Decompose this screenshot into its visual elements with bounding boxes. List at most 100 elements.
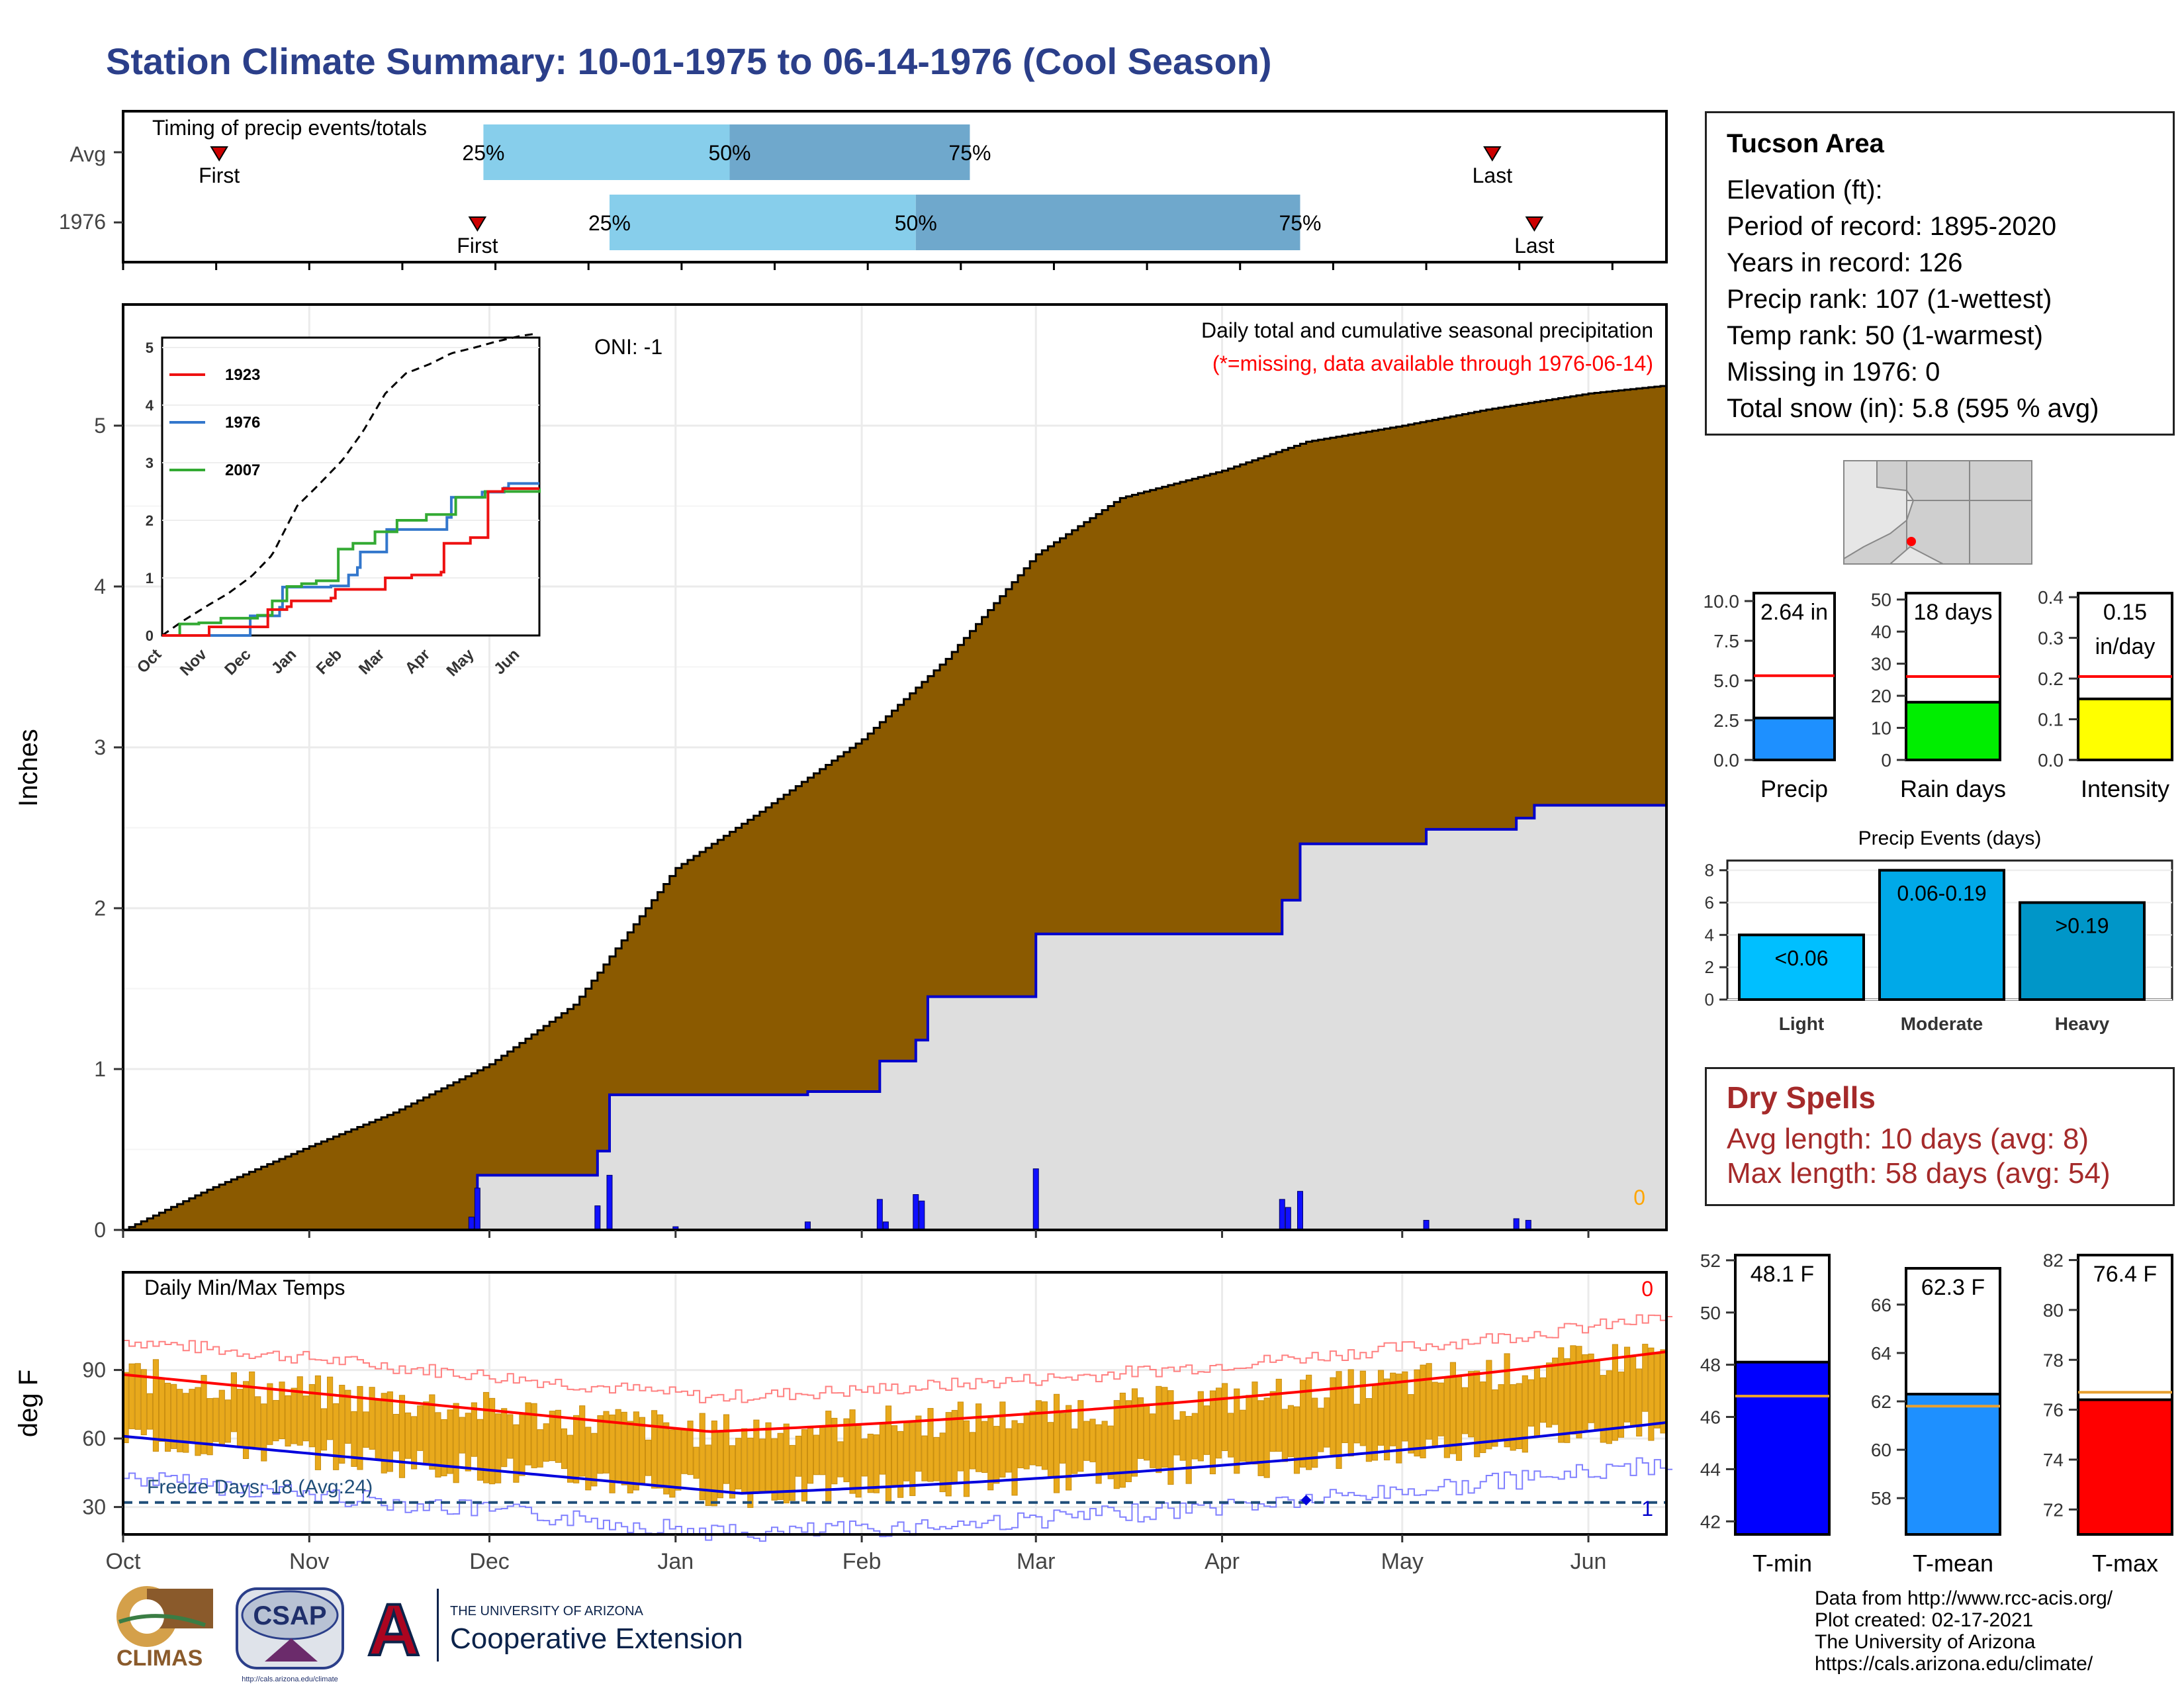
daily-temp-bar: [807, 1427, 814, 1484]
summary-ytick-label: 50: [1871, 590, 1891, 610]
daily-temp-bar: [1474, 1370, 1480, 1458]
daily-temp-bar: [404, 1412, 412, 1459]
daily-precip-bar: [1285, 1207, 1291, 1231]
daily-temp-bar: [195, 1387, 201, 1456]
daily-temp-bar: [1353, 1403, 1360, 1444]
daily-temp-bar: [291, 1387, 297, 1444]
credit-data-source: Data from http://www.rcc-acis.org/: [1815, 1587, 2113, 1609]
daily-temp-bar: [1539, 1377, 1547, 1423]
daily-temp-bar: [1047, 1422, 1054, 1478]
credits: Data from http://www.rcc-acis.org/ Plot …: [1815, 1587, 2113, 1675]
daily-temp-bar: [411, 1416, 418, 1470]
daily-precip-bar: [1423, 1219, 1430, 1231]
station-precip-rank: Precip rank: 107 (1-wettest): [1727, 285, 2052, 314]
daily-temp-bar: [693, 1446, 700, 1479]
daily-temp-bar: [651, 1410, 658, 1489]
daily-temp-bar: [933, 1436, 940, 1481]
missing-count: 0: [1633, 1186, 1645, 1209]
daily-temp-bar: [789, 1444, 796, 1501]
events-ytick-label: 6: [1705, 892, 1714, 912]
daily-temp-bar: [687, 1421, 694, 1476]
summary-value-label: 2.64 in: [1760, 600, 1828, 625]
daily-temp-bar: [1461, 1387, 1469, 1434]
events-bar: [1738, 933, 1865, 1001]
daily-temp-bar: [525, 1402, 531, 1466]
daily-temp-bar: [1144, 1403, 1150, 1461]
oni-label: ONI: -1: [594, 335, 662, 359]
temp-top-count: 0: [1641, 1277, 1653, 1301]
daily-temp-bar: [224, 1399, 231, 1443]
cumulative-1976-line: [123, 804, 1666, 1231]
daily-temp-bar: [1257, 1400, 1264, 1476]
inset-ytick-label: 1: [146, 570, 154, 586]
daily-temp-bar: [543, 1423, 549, 1462]
daily-temp-bar: [795, 1435, 801, 1477]
daily-temp-bar: [158, 1378, 165, 1442]
first-marker: [210, 146, 228, 162]
daily-temp-bar: [1654, 1353, 1661, 1429]
summary-ytick-label: 52: [1700, 1250, 1721, 1271]
credit-plot-created: Plot created: 02-17-2021: [1815, 1609, 2034, 1631]
page-title: Station Climate Summary: 10-01-1975 to 0…: [106, 40, 1272, 82]
daily-temp-bar: [603, 1411, 610, 1474]
daily-precip-bar: [606, 1174, 613, 1231]
daily-temp-bar: [939, 1432, 946, 1493]
timing-pct-75: 75%: [948, 141, 991, 165]
month-label: Mar: [1017, 1549, 1056, 1574]
daily-temp-bar: [1041, 1401, 1048, 1470]
daily-temp-bar: [1083, 1421, 1090, 1461]
daily-temp-bar: [1522, 1375, 1528, 1453]
precip-ytick-label: 1: [94, 1057, 106, 1081]
summary-ytick-label: 5.0: [1713, 671, 1739, 691]
daily-temp-bar: [1468, 1371, 1475, 1438]
daily-temp-bar: [1107, 1425, 1114, 1479]
daily-temp-bar: [381, 1393, 387, 1474]
record-max-line: [123, 1314, 1673, 1403]
daily-temp-bar: [345, 1389, 351, 1444]
daily-temp-bar: [537, 1429, 543, 1468]
climas-text: CLIMAS: [116, 1646, 203, 1671]
daily-temp-bar: [1342, 1387, 1348, 1443]
summary-value-label: 0.15: [2103, 600, 2147, 625]
daily-temp-bar: [1636, 1368, 1643, 1437]
summary-ytick-label: 20: [1871, 686, 1891, 706]
daily-temp-bar: [423, 1401, 430, 1464]
daily-precip-bar: [1513, 1218, 1520, 1231]
daily-precip-bar: [1032, 1168, 1039, 1231]
daily-temp-bar: [1606, 1370, 1612, 1444]
inset-ytick-label: 3: [146, 455, 154, 471]
daily-temp-bar: [927, 1408, 934, 1482]
daily-temp-bar: [1197, 1391, 1204, 1462]
dry-max-length: Max length: 58 days (avg: 54): [1727, 1157, 2111, 1190]
daily-temp-bar: [1504, 1353, 1510, 1448]
daily-temp-bar: [735, 1438, 742, 1489]
daily-temp-bar: [261, 1403, 267, 1462]
first-label: First: [457, 234, 498, 258]
temp-ytick-label: 60: [82, 1427, 106, 1450]
daily-temp-bar: [1396, 1374, 1402, 1464]
summary-bar-label: Precip: [1760, 775, 1828, 802]
daily-temp-bar: [1660, 1349, 1666, 1434]
dry-avg-length: Avg length: 10 days (avg: 8): [1727, 1123, 2089, 1155]
first-label: First: [199, 164, 240, 187]
daily-temp-bar: [723, 1414, 730, 1484]
daily-temp-bar: [146, 1393, 153, 1430]
ua-university-text: THE UNIVERSITY OF ARIZONA: [450, 1604, 644, 1618]
daily-temp-bar: [1336, 1371, 1342, 1469]
daily-temp-bar: [134, 1363, 141, 1430]
daily-temp-bar: [1017, 1423, 1024, 1468]
daily-temp-bar: [585, 1427, 592, 1491]
daily-temp-bar: [1371, 1383, 1379, 1461]
ua-logo: A THE UNIVERSITY OF ARIZONA Cooperative …: [364, 1588, 743, 1672]
summary-ytick-label: 0.3: [2038, 628, 2064, 649]
daily-temp-bar: [861, 1438, 868, 1477]
temp-ytick-label: 90: [82, 1358, 106, 1382]
last-marker: [1525, 216, 1544, 232]
daily-temp-bar: [1510, 1384, 1516, 1451]
summary-bar: [2077, 1398, 2173, 1536]
inset-ytick-label: 4: [146, 397, 154, 414]
precip-ylabel: Inches: [14, 729, 43, 807]
temp-layer: [122, 1314, 1673, 1542]
